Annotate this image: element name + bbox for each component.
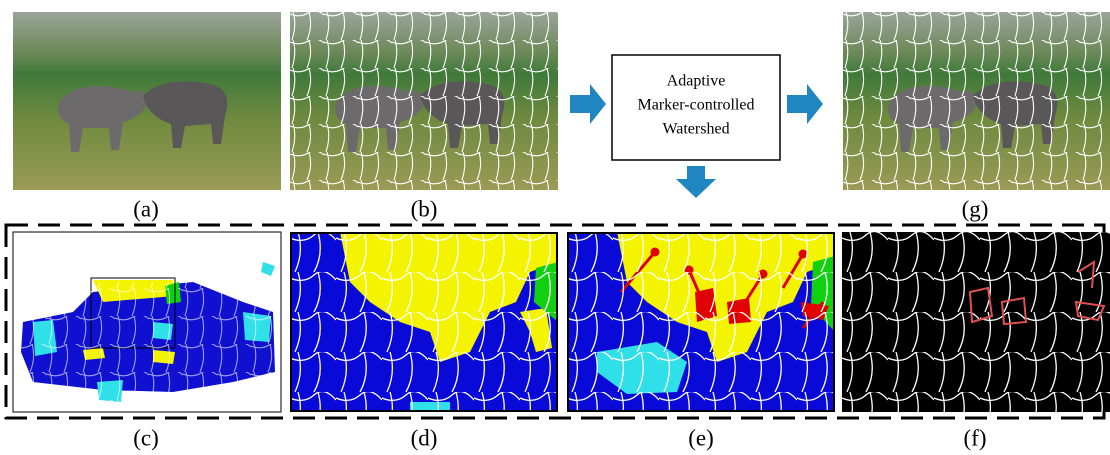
panel-label: (d)	[411, 425, 438, 450]
image-c	[13, 232, 281, 412]
page: {"panels": [{"label": "(a)"}, {"label": …	[0, 0, 1110, 455]
arrow	[787, 84, 823, 124]
image-a	[13, 12, 281, 190]
image-b	[290, 12, 558, 190]
panel-label: (f)	[964, 425, 987, 450]
figure: Adaptive Marker-controlled Watershed (a)…	[0, 0, 1110, 455]
box-line: Adaptive	[667, 73, 726, 90]
arrow	[676, 166, 716, 198]
panel-label: (c)	[133, 425, 159, 450]
arrow	[570, 84, 606, 124]
panel-label: (b)	[411, 196, 438, 221]
image-d	[290, 232, 558, 412]
panel-label: (e)	[688, 425, 714, 450]
image-f	[842, 232, 1110, 412]
box-line: Watershed	[662, 121, 729, 138]
image-g	[843, 12, 1110, 190]
panel-label: (a)	[133, 196, 159, 221]
box-line: Marker-controlled	[638, 97, 755, 114]
panel-label: (g)	[962, 196, 989, 221]
image-e	[567, 232, 835, 412]
